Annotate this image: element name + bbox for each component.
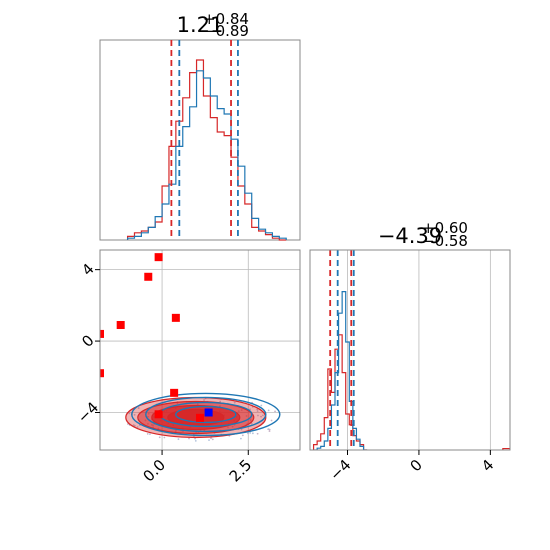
- histogram-series-red-0: [126, 59, 287, 241]
- sample-dot: [194, 439, 197, 442]
- sample-dot: [251, 432, 254, 435]
- histogram-series-red-0: [312, 334, 368, 450]
- histogram-2-content: [312, 250, 510, 450]
- sample-dot: [274, 410, 276, 413]
- red-square-marker-0: [154, 253, 163, 262]
- param-2-title: −4.39: [378, 224, 442, 248]
- sample-dot: [188, 437, 190, 440]
- x-tick-label-param-2-0: −4: [326, 456, 354, 484]
- sample-dot: [260, 404, 263, 407]
- param-1-median: 1.21: [177, 13, 224, 37]
- contour-panel: 0.0 2.5 4 0 −4: [74, 249, 301, 486]
- red-square-marker-5: [100, 369, 104, 378]
- sample-dot: [260, 415, 262, 418]
- sample-dot: [203, 399, 205, 401]
- sample-dot: [149, 433, 151, 436]
- sample-dot: [270, 419, 273, 422]
- histogram-series-blue-1: [313, 291, 368, 450]
- histogram-panel-2-frame: [309, 249, 511, 451]
- sample-dot: [208, 439, 210, 441]
- x-tick-label-param-2-2: 4: [478, 456, 497, 475]
- y-tick-label-param-2-2: −4: [74, 398, 102, 426]
- sample-dot: [249, 408, 251, 411]
- sample-dot: [194, 437, 196, 440]
- y-tick-label-param-2-1: 0: [78, 331, 97, 350]
- contour-content: [100, 253, 281, 442]
- histogram-series-blue-1: [126, 70, 287, 240]
- param-2-upper-error: +0.60: [422, 219, 468, 237]
- histogram-panel-1-frame: [99, 39, 301, 241]
- sample-dot: [158, 436, 161, 439]
- sample-dot: [133, 413, 136, 416]
- red-square-marker-6: [170, 388, 179, 397]
- sample-dot: [219, 400, 222, 403]
- sample-dot: [137, 407, 140, 409]
- sample-dot: [267, 428, 270, 430]
- sample-dot: [133, 424, 136, 427]
- sample-dot: [136, 426, 139, 428]
- sample-dot: [177, 438, 180, 441]
- sample-dot: [262, 414, 264, 417]
- param-2-lower-error: −0.58: [422, 232, 468, 250]
- x-tick-label-param-1-0: 0.0: [140, 456, 170, 486]
- red-square-marker-3: [116, 321, 125, 329]
- histogram-1-content: [126, 40, 287, 241]
- sample-dot: [163, 436, 166, 439]
- sample-dot: [210, 437, 212, 440]
- y-tick-label-param-2-0: 4: [78, 260, 97, 279]
- red-square-marker-7: [154, 410, 163, 419]
- sample-dot: [267, 409, 270, 412]
- blue-contour-1: [145, 396, 267, 433]
- red-square-marker-4: [100, 329, 104, 338]
- x-tick-label-param-2-1: 0: [407, 456, 426, 475]
- param-1-title: 1.21: [177, 13, 224, 37]
- blue-contour-3: [175, 405, 237, 424]
- x-tick-label-param-1-1: 2.5: [226, 456, 256, 486]
- sample-dot: [256, 410, 259, 413]
- sample-dot: [240, 428, 243, 431]
- blue-square-marker-0: [204, 408, 213, 417]
- sample-dot: [249, 432, 252, 434]
- sample-dot: [146, 432, 149, 435]
- sample-dot: [240, 437, 242, 440]
- param-2-median: −4.39: [378, 224, 442, 248]
- param-1-upper-error: +0.84: [203, 10, 249, 28]
- sample-dot: [211, 438, 214, 441]
- histogram-2-grid: [347, 250, 491, 450]
- red-square-marker-8: [196, 413, 204, 422]
- sample-dot: [233, 401, 236, 404]
- contour-panel-frame: [99, 249, 301, 451]
- histogram-2-ticks: −4 0 4: [326, 450, 497, 484]
- sample-dot: [241, 434, 244, 437]
- blue-contour-0: [131, 392, 281, 437]
- histogram-panel-param-2: −4 0 4: [309, 249, 511, 484]
- sample-dot: [256, 432, 259, 435]
- sample-dot: [256, 408, 259, 411]
- histogram-series-red-2: [502, 447, 510, 450]
- sample-dot: [268, 430, 271, 433]
- param-1-lower-error: −0.89: [203, 22, 249, 40]
- sample-dot: [247, 432, 250, 435]
- histogram-panel-param-1: [99, 39, 301, 241]
- red-square-marker-2: [171, 313, 180, 322]
- sample-dot: [128, 412, 131, 415]
- red-square-marker-1: [144, 272, 153, 281]
- sample-dot: [257, 414, 259, 417]
